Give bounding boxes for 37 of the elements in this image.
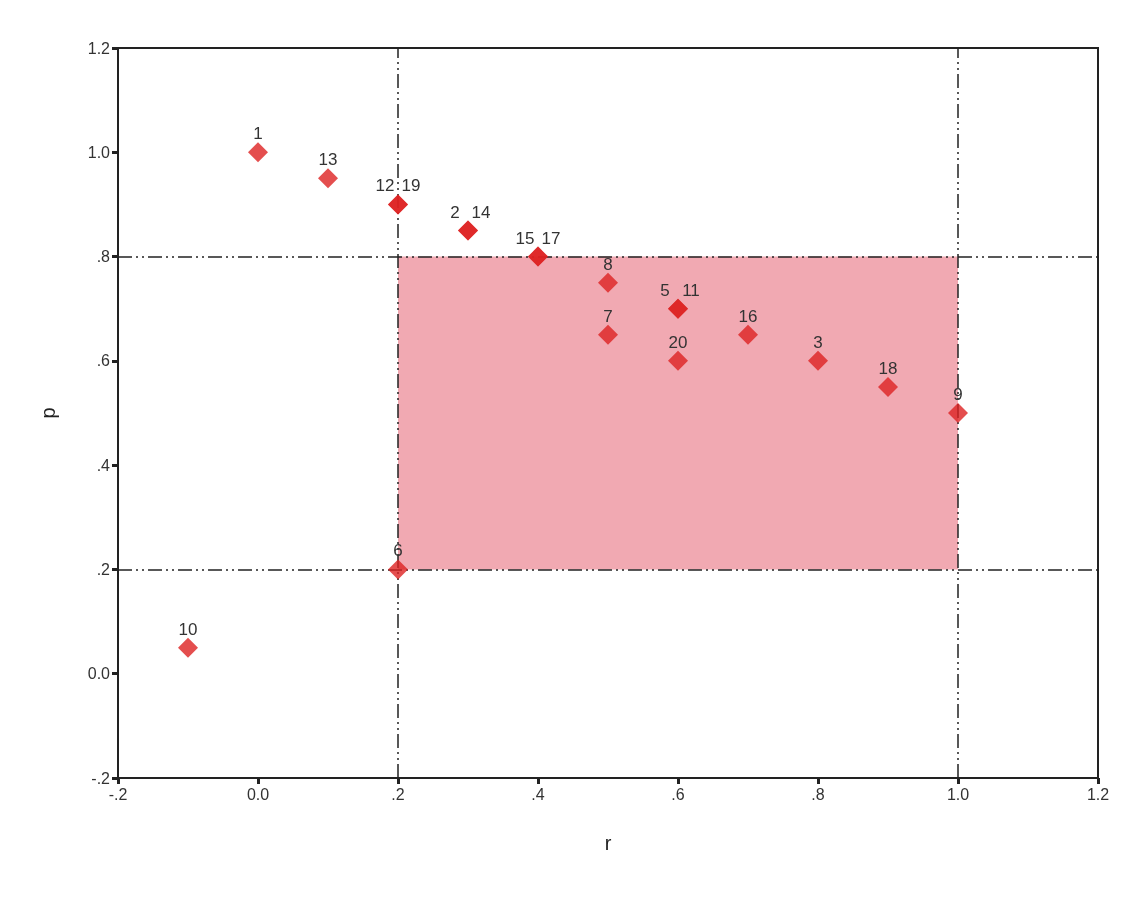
y-tick-label: .2 — [96, 560, 111, 578]
x-tick-label: 0.0 — [246, 785, 270, 803]
x-axis-title: r — [604, 832, 612, 854]
annotation: 13 — [318, 150, 338, 170]
x-tick-label: .8 — [811, 785, 825, 803]
x-tick-label: -.2 — [108, 785, 128, 803]
annotation: 5 — [660, 280, 670, 300]
y-tick-label: 0.0 — [87, 665, 111, 683]
y-tick-label: .4 — [96, 456, 111, 474]
x-tick-label: .4 — [531, 785, 545, 803]
annotation: 20 — [668, 332, 688, 352]
x-tick-label: .2 — [391, 785, 405, 803]
x-tick-label: 1.2 — [1086, 785, 1110, 803]
annotation: 14 — [471, 202, 491, 222]
annotation: 12 — [375, 176, 395, 196]
y-tick-label: .8 — [96, 248, 111, 266]
annotation: 2 — [450, 202, 460, 222]
annotation: 11 — [682, 280, 700, 300]
annotation: 7 — [603, 306, 613, 326]
annotation: 17 — [541, 228, 561, 248]
annotation: 15 — [515, 228, 535, 248]
annotation: 6 — [393, 541, 403, 561]
annotation: 19 — [401, 176, 421, 196]
annotation: 18 — [878, 358, 898, 378]
annotation: 16 — [738, 306, 758, 326]
annotation: 3 — [813, 332, 823, 352]
x-tick-label: 1.0 — [946, 785, 970, 803]
y-axis-title: p — [37, 407, 59, 419]
y-tick-label: 1.0 — [87, 143, 111, 161]
y-tick-label: 1.2 — [87, 39, 111, 57]
annotation: 8 — [603, 254, 613, 274]
annotation: 10 — [178, 619, 198, 639]
annotation: 9 — [953, 385, 963, 404]
x-tick-label: .6 — [671, 785, 685, 803]
annotation: 1 — [253, 124, 263, 144]
y-tick-label: .6 — [96, 352, 111, 370]
y-tick-label: -.2 — [91, 769, 111, 787]
